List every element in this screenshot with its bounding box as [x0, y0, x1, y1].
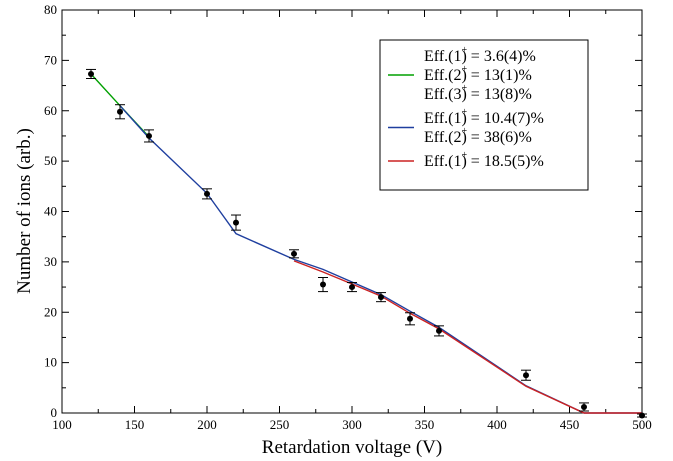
y-tick-label: 50: [44, 153, 57, 168]
data-point: [523, 372, 529, 379]
legend-entry: Eff.(2) = 13(1)%: [424, 67, 532, 84]
data-point: [117, 108, 123, 115]
data-point: [233, 219, 239, 226]
legend-sup-plus: +: [461, 45, 467, 56]
legend: Eff.(1) = 3.6(4)%+Eff.(2) = 13(1)%+Eff.(…: [379, 39, 589, 191]
legend-text-post: ) = 38(6)%: [461, 129, 531, 146]
y-tick-label: 40: [44, 204, 57, 219]
data-point: [378, 294, 384, 301]
y-tick-label: 0: [51, 405, 58, 420]
legend-text-post: ) = 10.4(7)%: [461, 110, 543, 127]
x-tick-label: 350: [415, 417, 435, 432]
legend-text-pre: Eff.(: [424, 110, 453, 127]
x-tick-label: 400: [487, 417, 507, 432]
legend-entry: Eff.(1) = 10.4(7)%: [424, 110, 544, 127]
legend-sup-plus: +: [461, 107, 467, 118]
data-point: [436, 327, 442, 334]
legend-text-pre: Eff.(: [424, 67, 453, 84]
legend-charge: 3: [453, 86, 461, 103]
legend-charge: 1: [453, 48, 461, 65]
x-axis-label: Retardation voltage (V): [262, 437, 442, 458]
y-tick-label: 10: [44, 355, 57, 370]
legend-charge: 1: [453, 153, 461, 170]
x-tick-label: 150: [125, 417, 145, 432]
data-point: [88, 70, 94, 77]
legend-entry: Eff.(1) = 18.5(5)%: [424, 153, 544, 170]
y-tick-label: 80: [44, 2, 57, 17]
legend-charge: 2: [453, 67, 461, 84]
x-tick-label: 500: [632, 417, 652, 432]
data-point: [291, 250, 297, 257]
legend-charge: 1: [453, 110, 461, 127]
legend-text-pre: Eff.(: [424, 153, 453, 170]
legend-text-post: ) = 13(8)%: [461, 86, 531, 103]
legend-text-post: ) = 18.5(5)%: [461, 153, 543, 170]
x-tick-label: 100: [52, 417, 72, 432]
y-tick-label: 30: [44, 254, 57, 269]
y-axis-label: Number of ions (arb.): [14, 128, 35, 294]
legend-entry: Eff.(1) = 3.6(4)%: [424, 48, 536, 65]
data-point: [146, 132, 152, 139]
series-line-3: [293, 260, 642, 414]
x-tick-label: 300: [342, 417, 362, 432]
legend-sup-plus: +: [461, 83, 467, 94]
data-point: [204, 190, 210, 197]
y-tick-label: 20: [44, 304, 57, 319]
legend-entry: Eff.(3) = 13(8)%: [424, 86, 532, 103]
legend-text-pre: Eff.(: [424, 129, 453, 146]
legend-sup-plus: +: [461, 150, 467, 161]
data-point: [407, 315, 413, 322]
legend-box: [379, 39, 589, 191]
axis-ticks: 100 150 200 250 300 350 400 450 500 0 10 20 30 40 50 60…: [44, 2, 652, 432]
legend-entry: Eff.(2) = 38(6)%: [424, 129, 532, 146]
data-point: [349, 284, 355, 291]
legend-text-post: ) = 13(1)%: [461, 67, 531, 84]
data-point: [320, 281, 326, 288]
y-tick-label: 60: [44, 103, 57, 118]
legend-text-post: ) = 3.6(4)%: [461, 48, 535, 65]
data-point: [581, 403, 587, 410]
legend-sup-plus: +: [461, 126, 467, 137]
x-tick-label: 450: [560, 417, 580, 432]
data-point: [639, 412, 645, 419]
legend-text-pre: Eff.(: [424, 48, 453, 65]
legend-sup-plus: +: [461, 64, 467, 75]
x-tick-label: 250: [270, 417, 290, 432]
y-tick-label: 70: [44, 52, 57, 67]
data-points: [86, 68, 647, 419]
legend-text-pre: Eff.(: [424, 86, 453, 103]
legend-charge: 2: [453, 129, 461, 146]
x-tick-label: 200: [197, 417, 217, 432]
